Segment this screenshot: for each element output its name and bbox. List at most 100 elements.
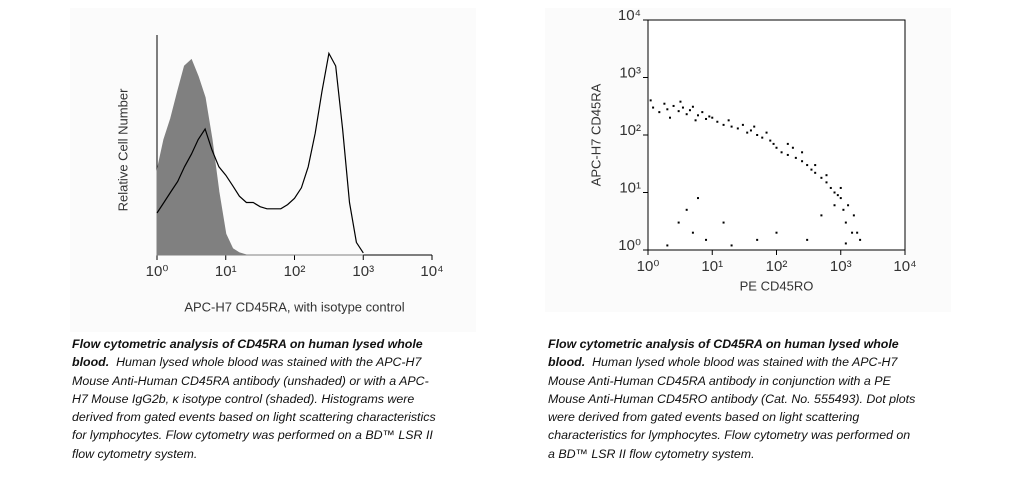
dot bbox=[652, 106, 655, 109]
dot bbox=[806, 164, 809, 167]
dot bbox=[829, 186, 832, 189]
dot bbox=[833, 191, 836, 194]
dot bbox=[847, 204, 850, 207]
figures: 10⁰ 10¹ 10² 10³ 10⁴ APC-H7 CD45RA, with isoty… bbox=[70, 6, 917, 332]
y-axis-label: Relative Cell Number bbox=[115, 88, 130, 211]
dot bbox=[658, 111, 661, 114]
y-axis-label: APC-H7 CD45RA bbox=[588, 83, 603, 186]
dot bbox=[856, 231, 859, 234]
dot bbox=[716, 120, 719, 123]
dot bbox=[820, 176, 823, 179]
dot bbox=[749, 129, 752, 132]
y-tick-label: 10² bbox=[619, 122, 641, 139]
dot bbox=[722, 123, 725, 126]
dot bbox=[677, 110, 680, 113]
dot bbox=[825, 174, 828, 177]
y-tick-label: 10⁴ bbox=[618, 7, 641, 24]
dot bbox=[794, 156, 797, 159]
dot bbox=[836, 194, 839, 197]
dot bbox=[694, 119, 697, 122]
dot bbox=[705, 117, 708, 120]
x-tick-label: 10⁴ bbox=[420, 263, 443, 280]
dot bbox=[663, 102, 666, 105]
x-tick-label: 10³ bbox=[352, 263, 374, 280]
dot bbox=[685, 208, 688, 211]
dot bbox=[696, 114, 699, 117]
dot bbox=[649, 99, 652, 102]
caption-title: Flow cytometric analysis of CD45RA on hu… bbox=[548, 337, 899, 370]
dot bbox=[727, 119, 730, 122]
dot bbox=[691, 231, 694, 234]
y-tick-label: 10¹ bbox=[619, 179, 641, 196]
x-tick-label: 10² bbox=[284, 263, 306, 280]
dot bbox=[677, 221, 680, 224]
dot bbox=[820, 214, 823, 217]
dot bbox=[722, 221, 725, 224]
dot bbox=[780, 151, 783, 154]
dot bbox=[681, 106, 684, 109]
dot bbox=[772, 142, 775, 145]
shaded-histogram bbox=[156, 58, 364, 256]
dot bbox=[839, 186, 842, 189]
x-tick-label: 10¹ bbox=[701, 258, 723, 275]
dot bbox=[679, 100, 682, 103]
caption: Flow cytometric analysis of CD45RA on hu… bbox=[548, 335, 920, 463]
dot bbox=[756, 238, 759, 241]
dot bbox=[833, 204, 836, 207]
dot bbox=[801, 160, 804, 163]
caption-title: Flow cytometric analysis of CD45RA on hu… bbox=[72, 337, 423, 370]
dot bbox=[844, 221, 847, 224]
dot bbox=[806, 238, 809, 241]
x-tick-label: 10⁰ bbox=[637, 258, 660, 275]
dot bbox=[852, 214, 855, 217]
x-tick-label: 10⁴ bbox=[893, 258, 916, 275]
dot bbox=[786, 153, 789, 156]
dot bbox=[685, 113, 688, 116]
y-tick-label: 10³ bbox=[619, 64, 641, 81]
x-axis-label: APC-H7 CD45RA, with isotype control bbox=[184, 299, 404, 314]
caption-text: Human lysed whole blood was stained with… bbox=[548, 355, 916, 461]
dot bbox=[791, 146, 794, 149]
dot bbox=[736, 127, 739, 130]
dot bbox=[672, 104, 675, 107]
dot bbox=[769, 139, 772, 142]
dot bbox=[730, 125, 733, 128]
caption: Flow cytometric analysis of CD45RA on hu… bbox=[72, 335, 444, 463]
dot bbox=[775, 231, 778, 234]
dot bbox=[761, 136, 764, 139]
dot bbox=[730, 244, 733, 247]
dot bbox=[859, 238, 862, 241]
x-tick-label: 10³ bbox=[830, 258, 852, 275]
dot bbox=[814, 171, 817, 174]
dot bbox=[851, 231, 854, 234]
dot bbox=[701, 111, 704, 114]
dot bbox=[786, 142, 789, 145]
dot bbox=[666, 108, 669, 111]
plot-frame bbox=[647, 19, 906, 251]
dot bbox=[746, 131, 749, 134]
x-tick-label: 10¹ bbox=[215, 263, 237, 280]
dot bbox=[691, 105, 694, 108]
dot bbox=[753, 125, 756, 128]
dot bbox=[775, 146, 778, 149]
y-tick-label: 10⁰ bbox=[618, 237, 641, 254]
histogram-outline bbox=[156, 51, 364, 254]
dot bbox=[801, 151, 804, 154]
x-tick-label: 10⁰ bbox=[146, 263, 169, 280]
dot bbox=[814, 164, 817, 167]
dot bbox=[705, 238, 708, 241]
figure-panel bbox=[70, 8, 476, 332]
dot bbox=[688, 109, 691, 112]
dot bbox=[696, 197, 699, 200]
dot bbox=[708, 115, 711, 118]
caption-text: Human lysed whole blood was stained with… bbox=[72, 355, 436, 461]
dot bbox=[711, 116, 714, 119]
dot bbox=[810, 168, 813, 171]
x-axis-label: PE CD45RO bbox=[740, 278, 814, 293]
dot bbox=[844, 242, 847, 245]
dot bbox=[839, 197, 842, 200]
dot bbox=[756, 134, 759, 136]
dot bbox=[666, 244, 669, 247]
dot bbox=[765, 131, 768, 134]
dot bbox=[825, 181, 828, 184]
